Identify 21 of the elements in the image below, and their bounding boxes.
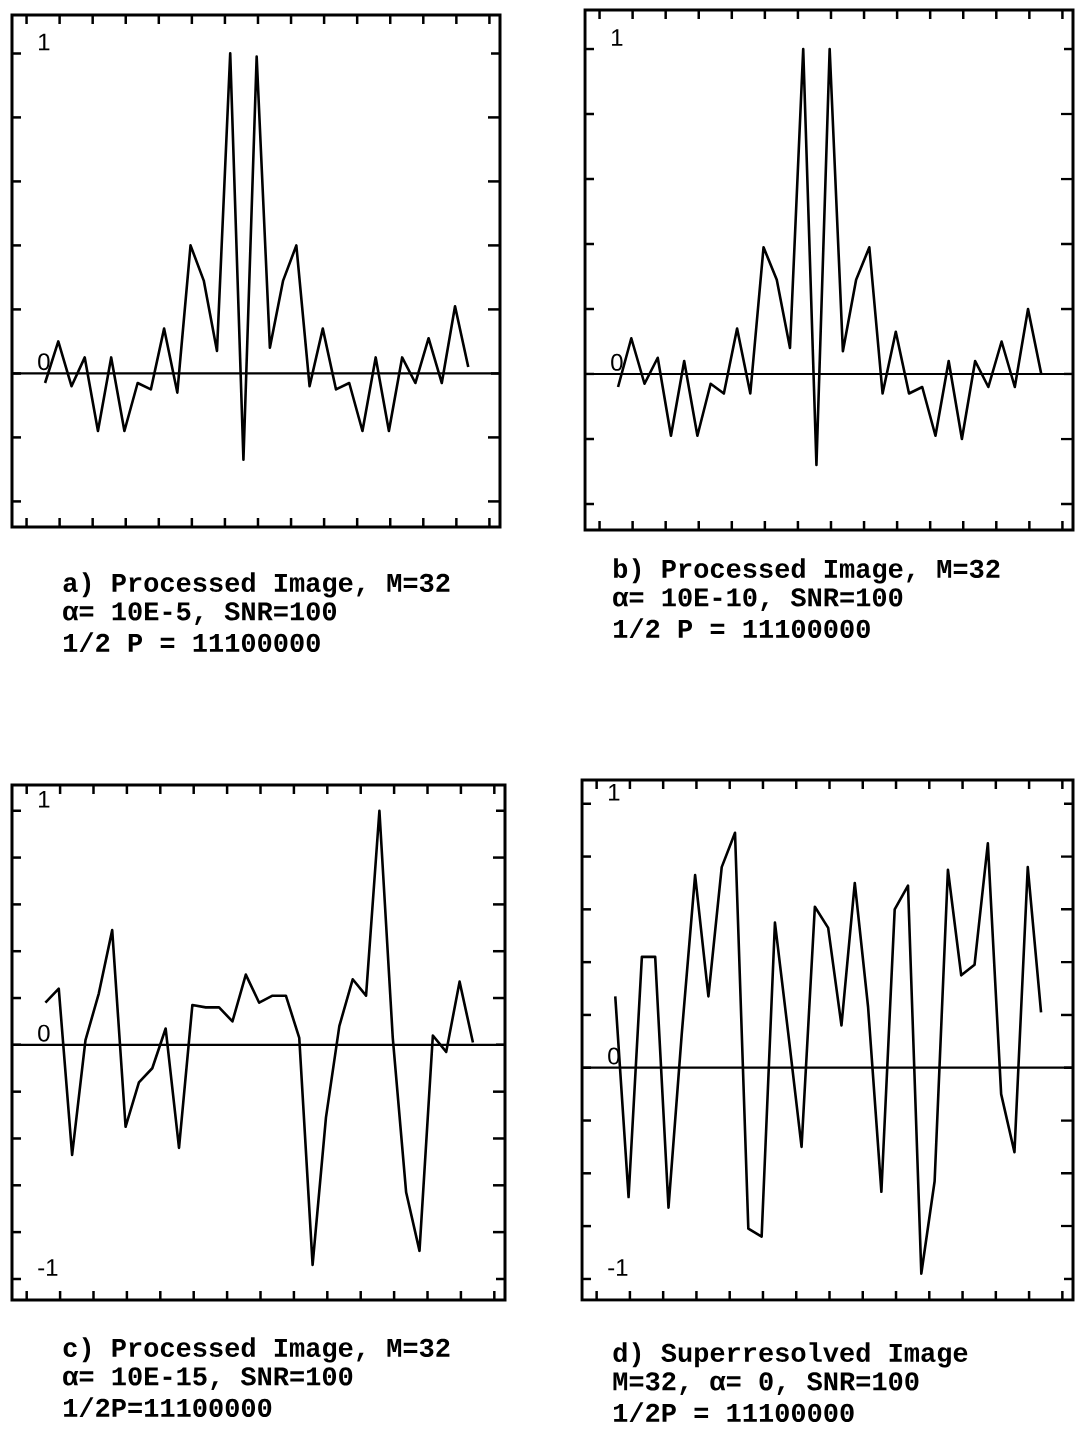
- y-tick-label: 0: [38, 353, 50, 371]
- text: b) Processed Image, M=32: [614, 558, 1000, 584]
- y-tick-label: -1: [608, 1259, 628, 1276]
- y-tick-label: 0: [611, 353, 623, 371]
- y-tick-label: 0: [38, 1024, 50, 1042]
- text: d) Superresolved Image: [613, 1342, 968, 1368]
- text: 1/2 P = 11100000: [614, 618, 870, 639]
- text: M=32, α= 0, SNR=100: [613, 1372, 919, 1396]
- y-tick-label: -1: [38, 1259, 58, 1276]
- y-tick-label: 1: [612, 29, 623, 46]
- y-tick-label: 1: [39, 791, 50, 808]
- text: α= 10E-15, SNR=100: [63, 1367, 353, 1391]
- y-tick-label: 1: [609, 784, 620, 801]
- text: c) Processed Image, M=32: [63, 1337, 450, 1363]
- text: α= 10E-10, SNR=100: [613, 588, 903, 612]
- text: 1/2P=11100000: [64, 1397, 272, 1418]
- text: a) Processed Image, M=32: [63, 572, 450, 598]
- y-tick-label: 1: [39, 33, 50, 51]
- text: α= 10E-5, SNR=100: [63, 602, 337, 626]
- text: 1/2P = 11100000: [614, 1402, 854, 1423]
- text: 1/2 P = 11100000: [64, 632, 320, 653]
